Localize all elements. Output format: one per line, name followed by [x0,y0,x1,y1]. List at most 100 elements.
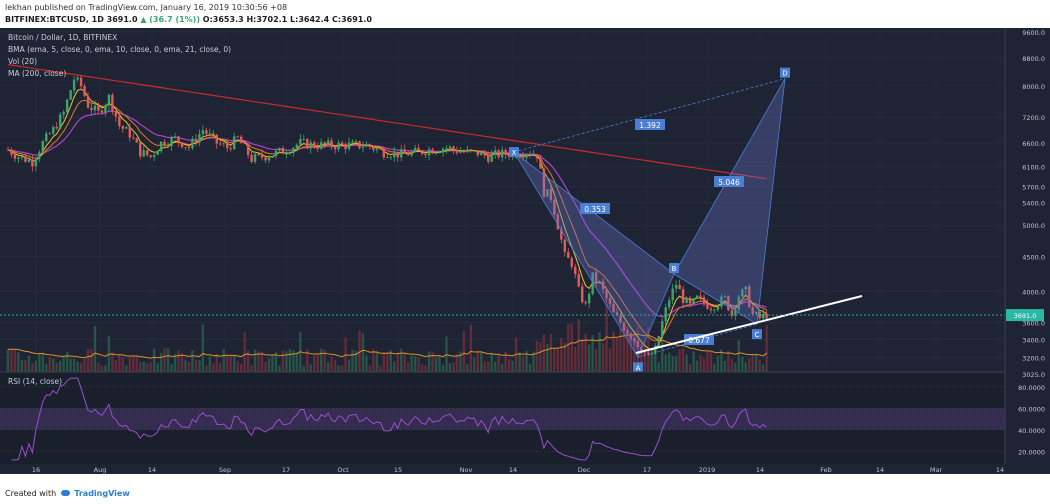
volume-bar [424,365,427,372]
candle-body [239,136,243,144]
volume-bar [695,360,699,372]
pattern-point-label: C [755,331,760,339]
volume-bar [281,350,285,372]
volume-bar [518,352,521,372]
candle-body [156,151,159,155]
price-tick-label: 3025.0 [1022,371,1045,379]
volume-bar [605,303,608,372]
harmonic-pattern[interactable]: X A B C D 1.392 0.353 5.046 0.677 [509,67,790,373]
volume-bar [567,323,570,372]
candle-body [302,138,305,140]
volume-bar [302,365,305,372]
candle-body [267,157,271,161]
volume-bar [594,349,598,372]
candle-body [424,153,427,156]
volume-bar [678,349,681,372]
volume-bar [661,336,664,372]
candle-body [619,315,622,323]
candle-body [180,142,184,148]
volume-bar [326,362,330,372]
candle-body [702,297,706,303]
candle-body [340,142,344,145]
candle-body [55,126,58,129]
ema-5-line [7,88,767,351]
candle-body [483,151,486,156]
time-axis[interactable]: 16 Aug 14 Sep 17 Oct 15 Nov 14 Dec 17 2019 14 Feb 14 Ma… [32,466,1004,474]
candle-body [427,149,431,156]
volume-bar [473,357,476,372]
candle-body [212,133,215,135]
candle-body [490,153,493,162]
volume-ma-line [7,333,767,359]
candle-body [723,296,727,297]
support-trendline[interactable] [635,295,863,354]
volume-bar [288,349,292,372]
volume-bar [142,361,145,372]
price-change: ▲ (36.7 (1%)) [140,15,200,24]
candle-body [233,136,236,150]
candle-body [525,154,528,158]
rsi-axis[interactable]: 80.0000 60.0000 40.0000 20.0000 [1018,384,1045,457]
volume-bar [448,363,452,372]
volume-bar [170,363,173,372]
candle-body [79,77,83,87]
candle-body [257,154,260,155]
candle-body [215,134,218,144]
volume-bar [709,352,713,372]
volume-bar [59,360,62,372]
candle-body [166,145,170,147]
volume-bar [650,352,653,372]
candle-body [720,296,723,307]
volume-bar [413,356,417,372]
volume-bar [55,362,58,372]
volume-bar [601,343,605,372]
volume-bar [146,363,149,372]
volume-bar [358,330,361,372]
candle-body [135,138,138,143]
candle-body [201,130,205,135]
volume-bar [187,361,191,372]
pattern-point-badge [780,67,790,78]
time-tick-label: 17 [282,466,290,474]
volume-bar [191,350,194,372]
publish-text: lekhan published on TradingView.com, Jan… [5,3,288,12]
pattern-point-label: B [672,265,677,273]
volume-bar [246,350,250,372]
candle-body [407,153,410,156]
candle-body [695,295,699,299]
time-tick-label: 15 [394,466,402,474]
candle-body [306,138,309,149]
candle-body [459,151,462,153]
volume-bar [323,349,326,372]
volume-bar [177,350,180,372]
price-axis[interactable]: 3025.0 3200.0 3400.0 3600.0 4000.0 4500.0 5000… [1022,29,1045,379]
price-chart[interactable]: X A B C D 1.392 0.353 5.046 0.677 3025.0 3200.0 34… [0,28,1050,474]
volume-bar [427,351,431,372]
candle-body [62,112,65,115]
volume-bar [706,351,709,372]
candle-body [351,141,354,143]
candle-body [326,140,330,145]
candle-body [661,321,664,337]
candle-body [587,293,591,304]
candle-body [111,94,114,112]
volume-bar [163,348,166,372]
pattern-point-badge [633,362,643,373]
candle-body [229,148,232,150]
tradingview-brand[interactable]: TradingView [74,489,130,498]
volume-bar [692,351,695,372]
volume-bar [643,341,647,372]
candle-body [420,150,424,154]
candle-body [713,309,716,311]
publish-line: lekhan published on TradingView.com, Jan… [5,3,287,12]
ratio-badge [635,119,665,130]
candle-body [413,147,417,152]
volume-bar [490,353,493,372]
candle-body [546,189,549,197]
pattern-point-badge [509,147,519,158]
candle-body [285,153,288,155]
candle-body [278,147,281,151]
volume-bar [351,349,354,372]
volume-bar [494,361,497,372]
rsi-label: RSI (14, close) [8,377,62,386]
